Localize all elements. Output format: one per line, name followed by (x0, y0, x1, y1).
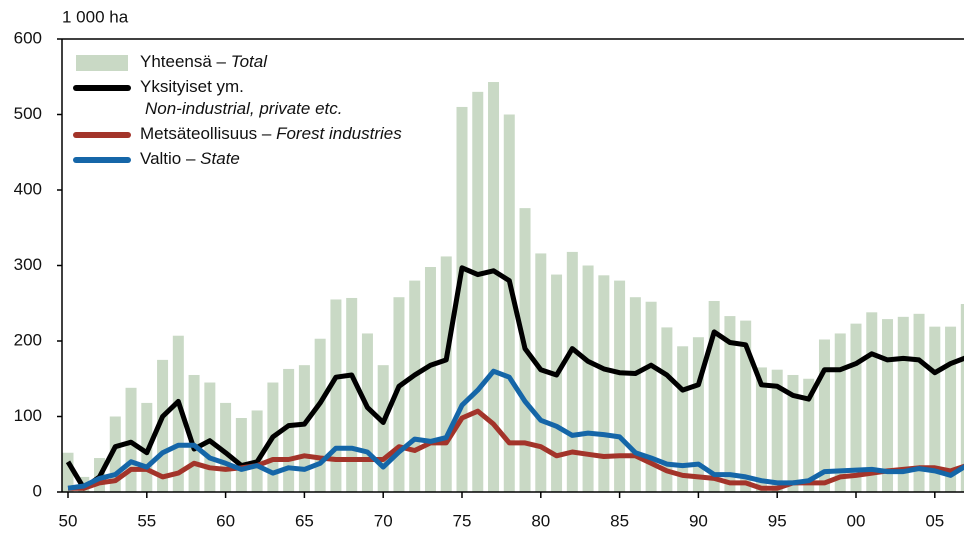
bar (929, 326, 941, 492)
bar (897, 316, 909, 492)
bar (503, 114, 515, 492)
legend-label-part: Yhteensä – (140, 52, 231, 71)
x-tick-label: 95 (768, 511, 787, 530)
bar (771, 369, 783, 492)
legend-label-part: Non-industrial, private etc. (145, 99, 342, 118)
bar (472, 91, 484, 492)
x-tick-label: 50 (59, 511, 78, 530)
bar (598, 275, 610, 492)
bar (582, 265, 594, 492)
x-tick-label: 85 (610, 511, 629, 530)
legend-label-part: Total (231, 52, 268, 71)
bar (298, 365, 310, 492)
bar (440, 256, 452, 492)
line (67, 368, 964, 491)
bar (614, 280, 626, 492)
y-axis-label: 1 000 ha (62, 7, 129, 26)
bar (393, 297, 405, 492)
bar (850, 323, 862, 492)
x-tick-label: 80 (531, 511, 550, 530)
bar (235, 418, 247, 492)
bar (188, 374, 200, 492)
bar (330, 299, 342, 492)
x-tick-label: 90 (689, 511, 708, 530)
x-tick-label: 00 (847, 511, 866, 530)
x-tick-label: 55 (137, 511, 156, 530)
line (65, 265, 964, 491)
legend-swatch (76, 55, 128, 71)
y-tick-label: 500 (14, 104, 42, 123)
bar (204, 382, 216, 492)
x-tick-label: 05 (925, 511, 944, 530)
bar (645, 301, 657, 492)
y-tick-label: 600 (14, 28, 42, 47)
legend-label-part: Valtio – (140, 149, 200, 168)
y-tick-label: 0 (33, 481, 42, 500)
y-tick-label: 100 (14, 406, 42, 425)
bar (787, 374, 799, 492)
bar (755, 367, 767, 492)
bar (220, 402, 232, 492)
bar (109, 416, 121, 492)
bar (882, 319, 894, 492)
bar (960, 304, 964, 492)
y-tick-label: 300 (14, 255, 42, 274)
bar (724, 316, 736, 492)
bar (692, 337, 704, 492)
bar (661, 327, 673, 492)
bar (866, 312, 878, 492)
bar (157, 359, 169, 492)
y-tick-label: 400 (14, 179, 42, 198)
legend-label: Metsäteollisuus – Forest industries (140, 124, 402, 143)
legend-label-part: Yksityiset ym. (140, 77, 244, 96)
bar (172, 335, 184, 492)
bar (629, 297, 641, 492)
bar (377, 365, 389, 492)
bar (708, 300, 720, 492)
legend-label: Yhteensä – Total (140, 52, 268, 71)
x-tick-label: 65 (295, 511, 314, 530)
bar (535, 253, 547, 492)
bar (566, 251, 578, 492)
x-tick-label: 70 (374, 511, 393, 530)
legend-label-part: State (200, 149, 240, 168)
line (68, 408, 964, 491)
bar (314, 338, 326, 492)
bar (488, 82, 500, 492)
bar (251, 410, 263, 492)
y-tick-label: 200 (14, 330, 42, 349)
bar (818, 339, 830, 492)
x-tick-label: 60 (216, 511, 235, 530)
bar (409, 280, 421, 492)
x-tick-label: 75 (453, 511, 472, 530)
bar (803, 378, 815, 492)
bar (456, 106, 468, 492)
bar (834, 333, 846, 492)
legend-label-part: Forest industries (276, 124, 402, 143)
bar (62, 452, 74, 492)
legend-label: Yksityiset ym. Non-industrial, private et… (140, 77, 342, 118)
bar (740, 320, 752, 492)
bar (346, 297, 358, 492)
bar (677, 346, 689, 492)
bar (361, 333, 373, 492)
legend-label: Valtio – State (140, 149, 240, 168)
legend-label-part: Metsäteollisuus – (140, 124, 276, 143)
bar (551, 274, 563, 492)
bar (913, 313, 925, 492)
bar (945, 326, 957, 492)
bar (283, 368, 295, 492)
bar (424, 267, 436, 492)
